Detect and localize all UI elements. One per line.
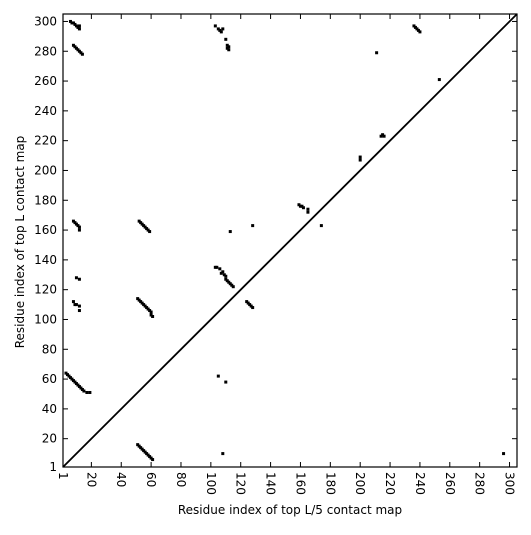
y-tick-label: 180 <box>34 193 57 207</box>
contact <box>219 30 223 34</box>
x-tick-label: 240 <box>413 472 427 495</box>
y-tick-label: 80 <box>42 342 57 356</box>
contact <box>306 210 310 214</box>
contact <box>358 158 362 162</box>
contact <box>88 390 92 394</box>
contact <box>77 228 81 232</box>
contact <box>301 206 305 210</box>
y-tick-label: 240 <box>34 104 57 118</box>
plot-frame <box>62 13 518 468</box>
x-tick-label: 20 <box>84 472 98 487</box>
x-tick-label: 100 <box>204 472 218 495</box>
contact <box>77 309 81 313</box>
contact <box>221 27 225 31</box>
x-tick-label: 1 <box>56 472 70 480</box>
y-tick-label: 40 <box>42 402 57 416</box>
contact <box>213 24 217 28</box>
contact <box>251 306 255 310</box>
contact <box>77 225 81 229</box>
contact <box>74 303 78 307</box>
y-tick-label: 260 <box>34 74 57 88</box>
x-tick-label: 180 <box>323 472 337 495</box>
contact <box>148 230 152 234</box>
contact <box>151 458 155 462</box>
contact <box>502 452 506 456</box>
x-tick-label: 140 <box>264 472 278 495</box>
contact <box>228 230 232 234</box>
x-tick-label: 80 <box>174 472 188 487</box>
contact <box>77 304 81 308</box>
contact <box>85 390 89 394</box>
contact <box>224 380 228 384</box>
contact <box>77 277 81 281</box>
y-tick-label: 100 <box>34 312 57 326</box>
contact <box>77 27 81 31</box>
x-tick-label: 260 <box>443 472 457 495</box>
contact <box>375 51 379 55</box>
x-tick-label: 60 <box>144 472 158 487</box>
contact <box>74 276 78 280</box>
contact <box>358 155 362 159</box>
contact <box>224 274 228 278</box>
y-tick-label: 160 <box>34 223 57 237</box>
x-tick-label: 200 <box>353 472 367 495</box>
y-tick-label: 200 <box>34 163 57 177</box>
contact <box>224 37 228 41</box>
contact <box>151 314 155 318</box>
contact <box>418 30 422 34</box>
x-tick-label: 160 <box>293 472 307 495</box>
contact <box>221 452 225 456</box>
contact <box>227 48 231 52</box>
contact <box>437 78 441 82</box>
diagonal <box>62 13 518 468</box>
x-axis-label: Residue index of top L/5 contact map <box>178 503 402 517</box>
y-tick-label: 280 <box>34 44 57 58</box>
contact <box>80 52 84 56</box>
contact <box>382 134 386 138</box>
y-tick-label: 120 <box>34 283 57 297</box>
contact <box>216 374 220 378</box>
x-tick-label: 40 <box>114 472 128 487</box>
contact <box>218 267 222 271</box>
x-tick-label: 280 <box>473 472 487 495</box>
y-tick-label: 220 <box>34 134 57 148</box>
contact <box>319 224 323 228</box>
contact <box>306 207 310 211</box>
y-tick-label: 60 <box>42 372 57 386</box>
contact <box>82 389 86 393</box>
x-tick-label: 120 <box>234 472 248 495</box>
contact <box>231 285 235 289</box>
contact <box>77 24 81 28</box>
y-tick-label: 1 <box>49 460 57 474</box>
y-tick-label: 20 <box>42 432 57 446</box>
contact <box>219 271 223 275</box>
contact <box>149 310 153 314</box>
y-axis-label: Residue index of top L contact map <box>13 136 27 349</box>
y-tick-label: 300 <box>34 14 57 28</box>
y-tick-label: 140 <box>34 253 57 267</box>
contact <box>251 224 255 228</box>
x-tick-label: 300 <box>503 472 517 495</box>
contact <box>215 265 219 269</box>
contact <box>71 300 75 304</box>
x-tick-label: 220 <box>383 472 397 495</box>
